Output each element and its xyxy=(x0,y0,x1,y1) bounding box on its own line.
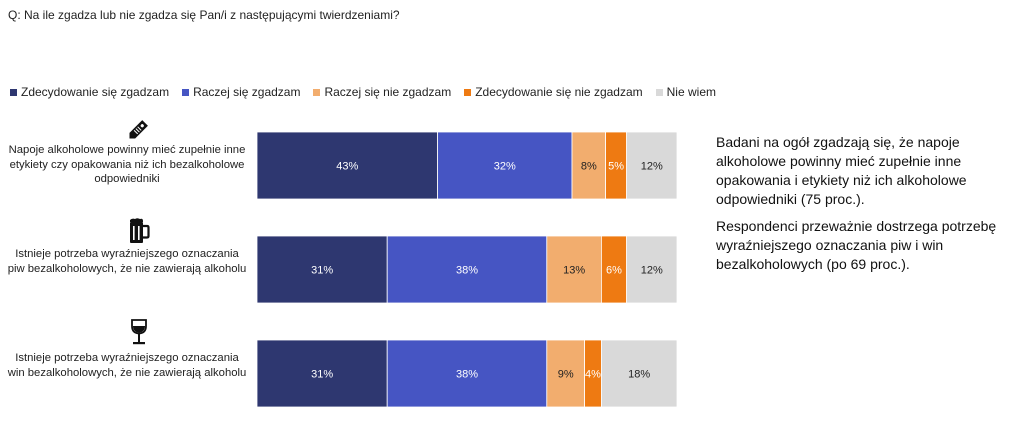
legend-item-rather-agree: Raczej się zgadzam xyxy=(182,85,300,99)
legend-swatch xyxy=(10,88,17,96)
bar-value-label: 18% xyxy=(628,369,650,381)
chart-legend: Zdecydowanie się zgadzam Raczej się zgad… xyxy=(10,84,729,100)
bar-value-label: 6% xyxy=(606,265,622,277)
bar-segment xyxy=(626,131,678,200)
bar-value-label: 38% xyxy=(456,369,478,381)
legend-item-strongly-agree: Zdecydowanie się zgadzam xyxy=(10,85,169,99)
legend-label: Nie wiem xyxy=(666,85,716,99)
bar-segment xyxy=(256,235,388,304)
summary-note-marking: Respondenci przeważnie dostrzega potrzeb… xyxy=(716,218,997,272)
legend-label: Raczej się zgadzam xyxy=(193,85,301,99)
legend-swatch xyxy=(313,88,321,96)
legend-swatch xyxy=(464,88,472,96)
row-label: Istnieje potrzeba wyraźniejszego oznacza… xyxy=(7,352,247,379)
bar-segment xyxy=(386,339,548,408)
bar-segment xyxy=(386,235,548,304)
row-label: Istnieje potrzeba wyraźniejszego oznacza… xyxy=(7,248,247,275)
bar-segment xyxy=(546,339,585,408)
bar-value-label: 32% xyxy=(494,161,516,173)
legend-item-rather-disagree: Raczej się nie zgadzam xyxy=(313,85,451,99)
bar-value-label: 38% xyxy=(456,265,478,277)
legend-swatch xyxy=(655,88,663,96)
bar-value-label: 9% xyxy=(558,369,574,381)
row-label: Napoje alkoholowe powinny mieć zupełnie … xyxy=(8,144,246,185)
bar-value-label: 31% xyxy=(311,369,333,381)
question-text: Q: Na ile zgadza lub nie zgadza się Pan/… xyxy=(8,8,400,22)
bar-segment xyxy=(256,131,439,200)
bar-value-label: 8% xyxy=(581,161,597,173)
bar-value-label: 4% xyxy=(585,369,601,381)
legend-swatch xyxy=(182,88,190,96)
bar-value-label: 12% xyxy=(641,265,663,277)
summary-note-labels: Badani na ogół zgadzają się, że napoje a… xyxy=(716,134,967,207)
bar-segment xyxy=(256,339,388,408)
legend-item-dont-know: Nie wiem xyxy=(655,85,716,99)
bar-value-label: 13% xyxy=(563,265,585,277)
bar-segment xyxy=(546,235,602,304)
wine-glass-icon xyxy=(131,319,147,345)
legend-label: Zdecydowanie się nie zgadzam xyxy=(475,85,643,99)
bar-value-label: 43% xyxy=(336,161,358,173)
bar-segment xyxy=(601,339,678,408)
legend-label: Raczej się nie zgadzam xyxy=(324,85,452,99)
bar-segment xyxy=(626,235,678,304)
legend-label: Zdecydowanie się zgadzam xyxy=(21,85,170,99)
bar-segment xyxy=(571,131,606,200)
beer-mug-icon xyxy=(130,218,150,243)
price-tag-icon xyxy=(129,120,148,139)
bar-value-label: 12% xyxy=(641,161,663,173)
bar-value-label: 5% xyxy=(608,161,624,173)
bar-value-label: 31% xyxy=(311,265,333,277)
legend-item-strongly-disagree: Zdecydowanie się nie zgadzam xyxy=(464,85,643,99)
